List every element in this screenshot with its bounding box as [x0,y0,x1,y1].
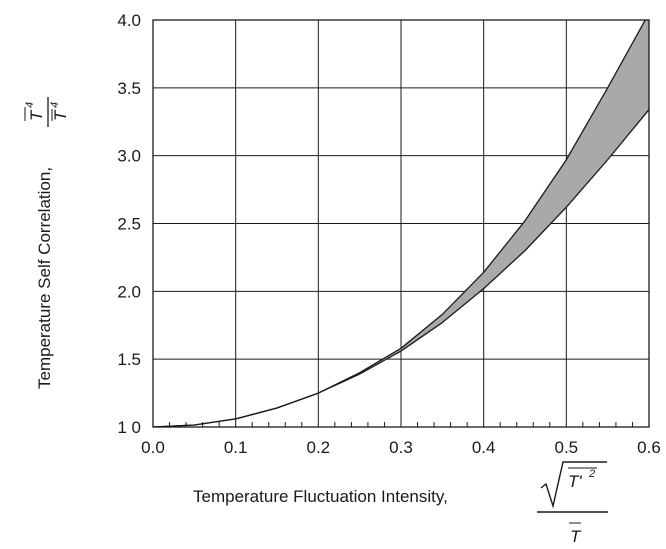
data-lines [153,20,649,427]
y-tick-label: 3.5 [117,79,141,98]
x-axis-fraction: T' 2 T [537,461,608,546]
x-tick-label: 0.5 [555,438,579,457]
y-fraction-denominator-power: 4 [49,102,61,108]
y-tick-label: 2.5 [117,215,141,234]
x-tick-label: 0.4 [472,438,496,457]
series-line-2 [153,109,649,427]
y-fraction-numerator-power: 4 [24,102,36,108]
y-tick-label: 4.0 [117,11,141,30]
x-fraction-sqrt-sign [540,461,607,509]
plot-frame [152,19,650,428]
grid-lines [153,20,649,427]
y-tick-label: 2.0 [117,282,141,301]
y-tick-label: 1 0 [117,418,141,437]
x-tick-label: 0.2 [307,438,331,457]
x-fraction-numerator-power: 2 [588,468,595,480]
y-tick-label: 1.5 [117,350,141,369]
x-tick-label: 0.3 [389,438,413,457]
x-tick-labels: 0.0 0.1 0.2 0.3 0.4 0.5 0.6 [141,438,661,457]
x-tick-label: 0.1 [224,438,248,457]
y-fraction-numerator: T [27,109,46,121]
y-fraction-denominator: T [51,109,70,121]
y-axis-label-group: Temperature Self Correlation, T 4 T 4 [24,97,70,389]
data-band [153,20,649,427]
x-fraction-denominator: T [570,527,582,546]
x-axis-label: Temperature Fluctuation Intensity, [193,487,448,506]
band-fill [153,20,649,427]
y-axis-label: Temperature Self Correlation, [35,167,54,389]
x-tick-label: 0.6 [637,438,661,457]
x-fraction-numerator: T' [568,472,582,491]
x-tick-label: 0.0 [141,438,165,457]
y-tick-labels: 1 0 1.5 2.0 2.5 3.0 3.5 4.0 [117,11,141,437]
y-axis-fraction: T 4 T 4 [24,97,70,127]
y-tick-label: 3.0 [117,147,141,166]
